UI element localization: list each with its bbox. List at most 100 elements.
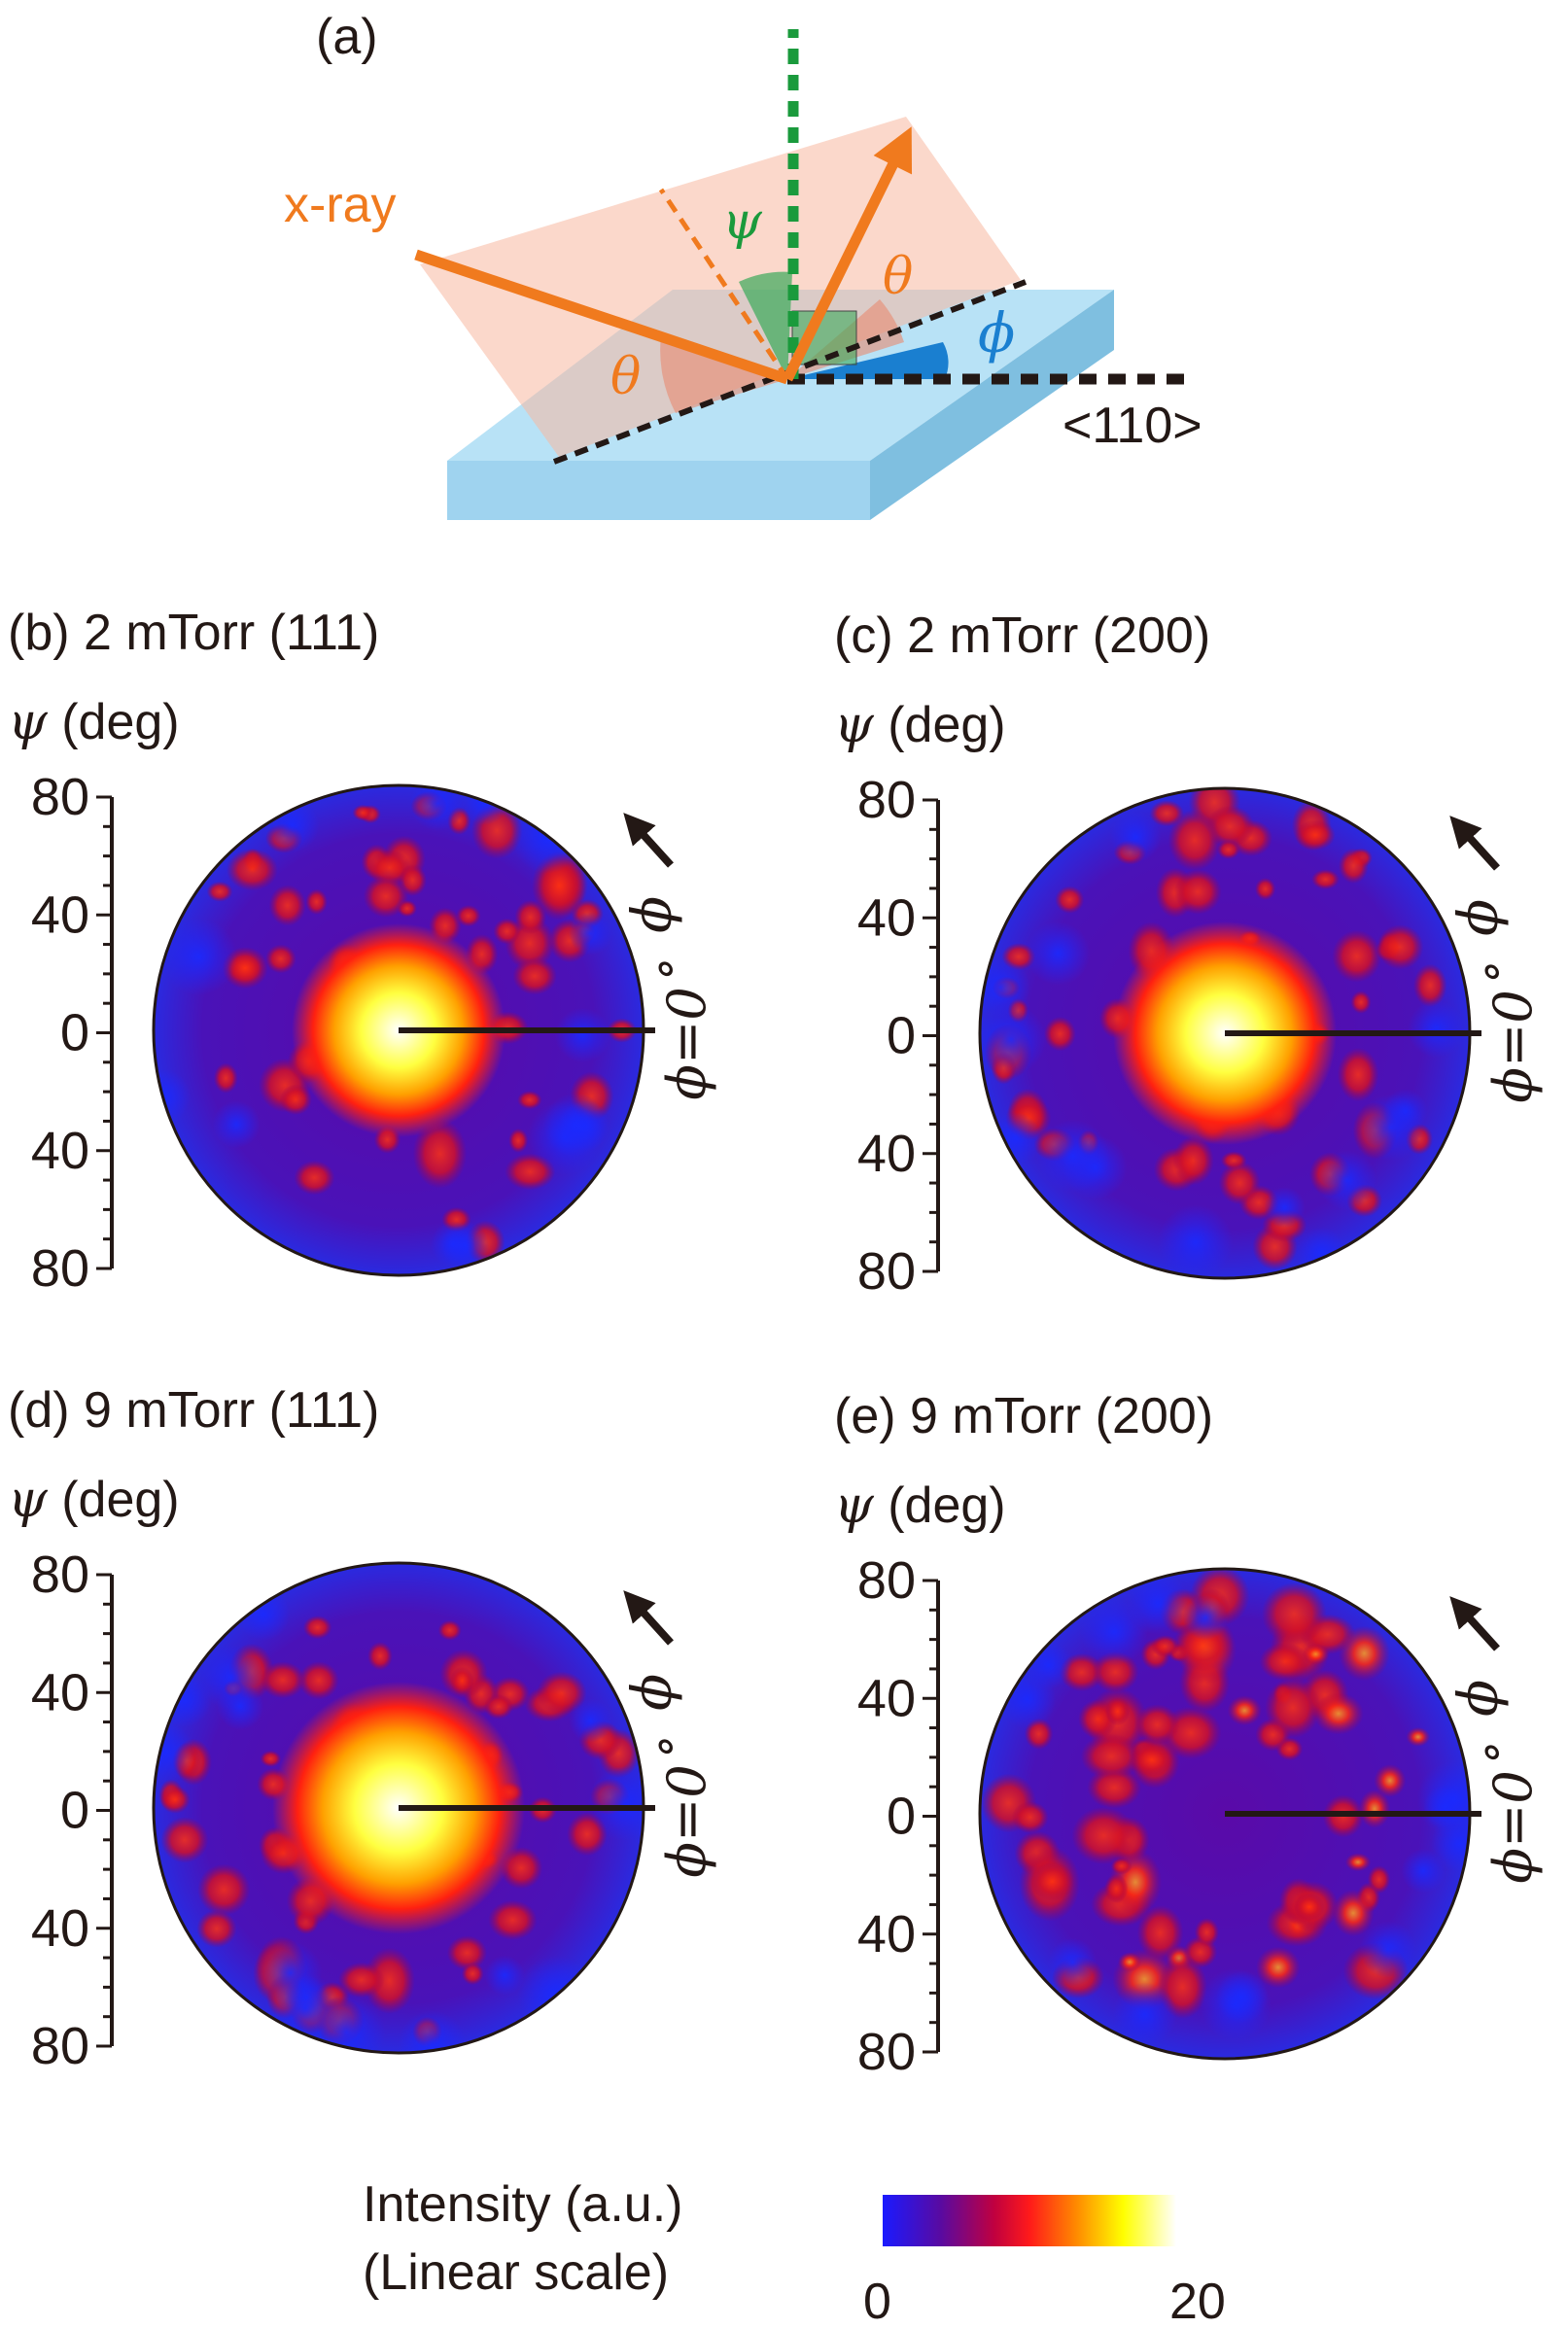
phi-direction-arrow xyxy=(623,1590,674,1646)
axis-tick-label: 40 xyxy=(31,1663,89,1721)
intensity-spot xyxy=(1227,1695,1262,1726)
axis-tick-label: 40 xyxy=(857,888,916,947)
psi-dashed-line xyxy=(658,188,790,381)
intensity-spot xyxy=(352,804,373,821)
low-intensity-spot xyxy=(269,1972,340,2043)
low-intensity-spot xyxy=(1215,1970,1269,2024)
low-intensity-spot xyxy=(1126,1572,1190,1635)
low-intensity-spot xyxy=(511,803,582,874)
axis-tick-label: 80 xyxy=(31,2017,89,2075)
intensity-spot xyxy=(213,1062,238,1094)
panel-e: (e) 9 mTorr (200) ψ (deg) 80 40 0 40 80 ϕ ϕ=0˚ xyxy=(834,1388,1544,2081)
low-intensity-spot xyxy=(980,1003,1047,1075)
low-intensity-spot xyxy=(1295,1227,1347,1278)
low-intensity-spot xyxy=(154,1722,195,1783)
low-intensity-spot xyxy=(980,956,1030,1018)
intensity-spot xyxy=(294,1160,335,1196)
intensity-spot xyxy=(1172,1135,1214,1186)
axis-tick-label: 0 xyxy=(60,1782,89,1840)
intensity-spot xyxy=(488,1899,538,1940)
low-intensity-spot xyxy=(1048,1937,1098,1987)
intensity-spot xyxy=(437,1619,462,1641)
xray-label: x-ray xyxy=(284,177,397,233)
colorbar-min-label: 0 xyxy=(863,2274,891,2328)
intensity-spot xyxy=(1312,1692,1364,1735)
axis-tick-label: 80 xyxy=(31,768,89,826)
theta-symbol-right: θ xyxy=(883,248,913,306)
phi-arrow-label: ϕ xyxy=(1447,1680,1511,1717)
intensity-spot xyxy=(1338,848,1369,885)
intensity-spot xyxy=(364,1947,415,2014)
schematic: (a) x-ray ψ θ θ ϕ <110> xyxy=(284,9,1202,520)
intensity-spot xyxy=(1150,1635,1180,1658)
intensity-spot xyxy=(363,875,408,919)
axis-tick-label: 40 xyxy=(857,1125,916,1183)
low-intensity-spot xyxy=(216,1683,264,1730)
low-intensity-spot xyxy=(159,918,238,996)
axis-tick-label: 0 xyxy=(887,1788,916,1846)
axis-tick-label: 40 xyxy=(857,1669,916,1727)
panel-title: (b) 2 mTorr (111) xyxy=(8,605,379,661)
intensity-spot xyxy=(508,1128,529,1153)
colorbar-title-line2: (Linear scale) xyxy=(363,2244,669,2301)
intensity-spot xyxy=(1011,1801,1049,1834)
phi-zero-label: ϕ=0˚ xyxy=(1482,963,1544,1102)
axis-tick-label: 80 xyxy=(857,771,916,829)
low-intensity-spot xyxy=(212,1100,261,1149)
intensity-spot xyxy=(446,1935,488,1970)
low-intensity-spot xyxy=(1264,1187,1306,1229)
low-intensity-spot xyxy=(430,1221,476,1268)
axis-unit-label: ψ (deg) xyxy=(834,696,1006,754)
intensity-spot xyxy=(449,1666,474,1695)
intensity-spot xyxy=(1265,1677,1321,1739)
phi-zero-label: ϕ=0˚ xyxy=(656,960,717,1099)
low-intensity-spot xyxy=(1109,811,1162,863)
intensity-spot xyxy=(1104,1696,1131,1726)
intensity-spot xyxy=(260,1661,305,1699)
intensity-spot xyxy=(536,1671,587,1716)
intensity-spot xyxy=(1055,886,1085,914)
theta-wedge-left xyxy=(660,335,787,413)
phi-arrow-label: ϕ xyxy=(621,896,684,933)
intensity-spot xyxy=(1129,1742,1174,1777)
intensity-spot xyxy=(226,848,278,891)
axis-tick-label: 40 xyxy=(31,886,89,944)
intensity-spot xyxy=(1337,1047,1379,1102)
low-intensity-spot xyxy=(398,2009,467,2053)
intensity-spot xyxy=(298,1661,339,1700)
panel-c: (c) 2 mTorr (200) ψ (deg) 80 40 0 40 80 ϕ ϕ=0˚ xyxy=(834,608,1544,1301)
intensity-spot xyxy=(1376,924,1424,970)
intensity-spot xyxy=(264,944,296,974)
panel-b: (b) 2 mTorr (111) ψ (deg) 80 40 0 40 80 ϕ ϕ=0˚ xyxy=(8,605,717,1298)
intensity-spot xyxy=(1259,1642,1310,1682)
low-intensity-spot xyxy=(568,911,612,956)
low-intensity-spot xyxy=(236,1587,291,1641)
low-intensity-spot xyxy=(527,1100,603,1176)
intensity-spot xyxy=(483,1693,514,1720)
low-intensity-spot xyxy=(1430,1815,1470,1873)
intensity-spot xyxy=(1218,1161,1261,1205)
phi-symbol: ϕ xyxy=(978,302,1015,365)
axis-unit-label: ψ (deg) xyxy=(834,1477,1006,1535)
low-intensity-spot xyxy=(1316,1150,1377,1211)
axis-unit-label: ψ (deg) xyxy=(8,693,180,751)
psi-wedge xyxy=(739,271,792,379)
axis-tick-label: 80 xyxy=(857,2023,916,2081)
low-intensity-spot xyxy=(568,1698,612,1743)
intensity-spot xyxy=(268,885,306,926)
axis-tick-label: 40 xyxy=(857,1905,916,1963)
colorbar-gradient xyxy=(883,2195,1176,2246)
low-intensity-spot xyxy=(587,1766,644,1841)
axis-tick-label: 40 xyxy=(31,1899,89,1958)
intensity-spot xyxy=(514,899,547,934)
intensity-spot xyxy=(1134,1704,1180,1746)
low-intensity-spot xyxy=(484,1955,525,1996)
intensity-spot xyxy=(456,904,481,927)
intensity-spot xyxy=(1194,1918,1220,1947)
low-intensity-spot xyxy=(1401,1848,1446,1894)
intensity-spot xyxy=(1255,1946,1301,1989)
intensity-spot xyxy=(197,1863,251,1916)
axis-tick-label: 40 xyxy=(31,1122,89,1180)
phi-zero-label: ϕ=0˚ xyxy=(656,1738,717,1877)
phi-wedge xyxy=(787,342,949,379)
